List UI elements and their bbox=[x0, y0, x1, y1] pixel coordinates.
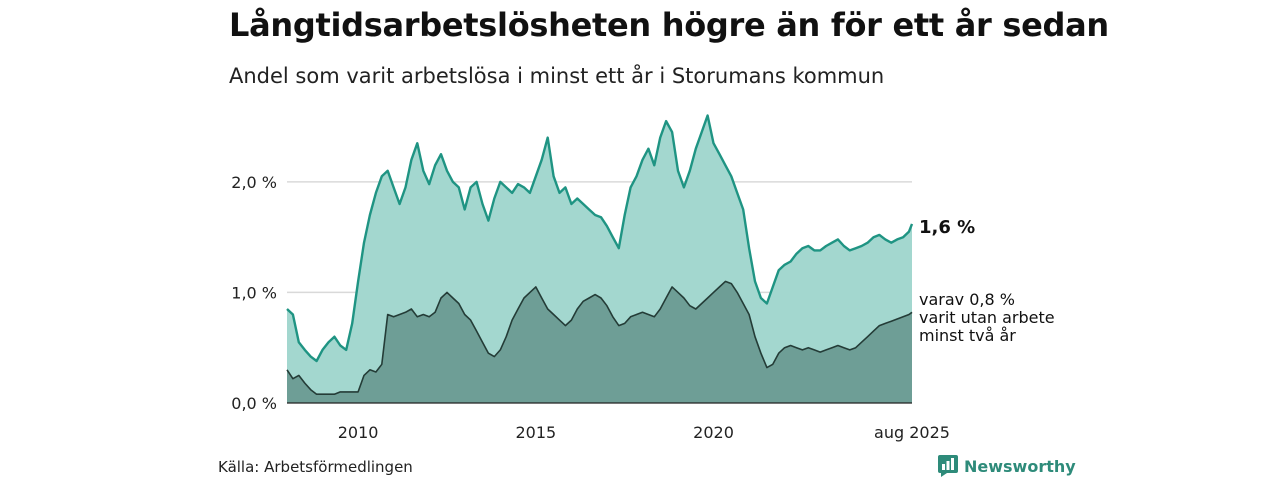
long-end-label-line: minst två år bbox=[919, 326, 1016, 345]
chart-subtitle: Andel som varit arbetslösa i minst ett å… bbox=[229, 64, 885, 88]
long-end-label-line: varit utan arbete bbox=[919, 308, 1055, 327]
chart-title: Långtidsarbetslösheten högre än för ett … bbox=[229, 6, 1109, 44]
area-chart: 0,0 % 1,0 % 2,0 % 2010 2015 2020 aug 2025 1,6 %… bbox=[231, 114, 1055, 442]
y-tick-label: 2,0 % bbox=[231, 173, 277, 192]
y-tick-label: 1,0 % bbox=[231, 283, 277, 302]
long-series-line bbox=[286, 280, 913, 395]
long-series-area bbox=[287, 281, 912, 403]
newsworthy-logo-icon bbox=[938, 455, 958, 477]
total-end-label: 1,6 % bbox=[919, 217, 975, 238]
total-series-line bbox=[286, 114, 914, 363]
x-tick-label: 2020 bbox=[693, 423, 734, 442]
x-tick-label: 2010 bbox=[338, 423, 379, 442]
source-note: Källa: Arbetsförmedlingen bbox=[218, 458, 413, 476]
long-end-label-line: varav 0,8 % bbox=[919, 290, 1015, 309]
brand-name: Newsworthy bbox=[964, 456, 1076, 476]
brand-logo: Newsworthy bbox=[938, 455, 1076, 477]
y-tick-label: 0,0 % bbox=[231, 394, 277, 413]
x-tick-label: 2015 bbox=[515, 423, 556, 442]
x-tick-label: aug 2025 bbox=[874, 423, 950, 442]
